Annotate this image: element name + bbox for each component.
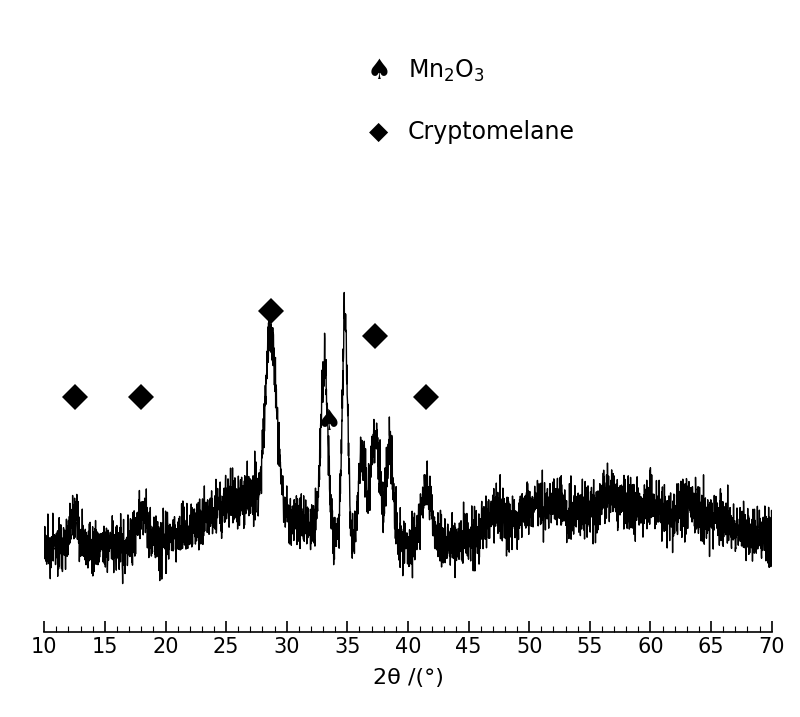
Text: ♠: ♠ [366,57,391,85]
Text: ◆: ◆ [370,120,389,144]
Text: Cryptomelane: Cryptomelane [408,120,575,144]
Text: ♠: ♠ [317,408,342,436]
X-axis label: 2θ /(°): 2θ /(°) [373,668,443,688]
Text: $\rm Mn_2O_3$: $\rm Mn_2O_3$ [408,57,485,84]
